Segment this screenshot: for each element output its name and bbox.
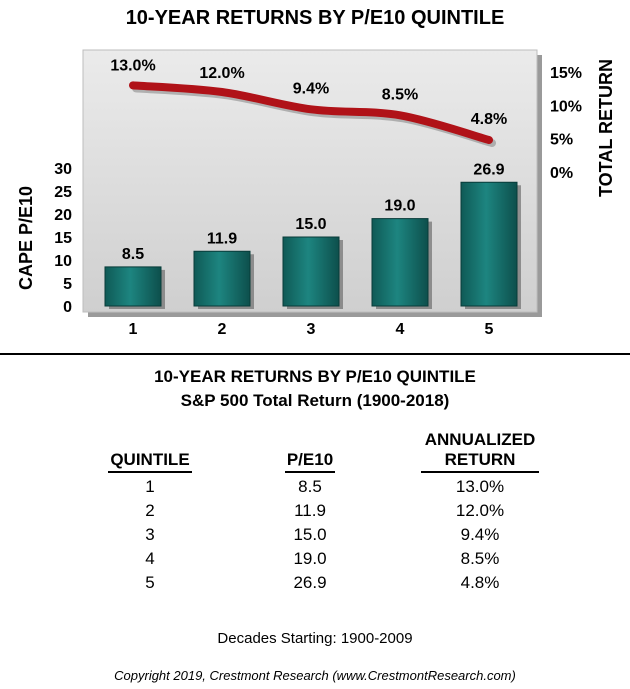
y-tick-label: 25 <box>54 184 72 201</box>
cell-pe10: 15.0 <box>293 525 327 544</box>
header-return: RETURN <box>420 450 540 473</box>
bar-2 <box>193 250 251 307</box>
y-axis-title: CAPE P/E10 <box>16 186 36 290</box>
bar-4 <box>371 218 429 307</box>
line-value-label: 9.4% <box>293 80 329 97</box>
y2-tick-label: 10% <box>550 98 582 115</box>
table-row: 3 15.0 9.4% <box>0 523 630 547</box>
y-tick-label: 0 <box>63 299 72 316</box>
x-tick-label: 4 <box>396 321 405 338</box>
x-tick-label: 3 <box>307 321 316 338</box>
y2-tick-label: 0% <box>550 165 573 182</box>
cell-pe10: 19.0 <box>293 549 327 568</box>
line-value-label: 8.5% <box>382 86 418 103</box>
chart-title: 10-YEAR RETURNS BY P/E10 QUINTILE <box>126 7 505 29</box>
header-pe10: P/E10 <box>284 450 336 473</box>
y-tick-label: 20 <box>54 207 72 224</box>
line-value-label: 12.0% <box>199 65 244 82</box>
bar-value-label: 8.5 <box>122 246 144 263</box>
table-title: 10-YEAR RETURNS BY P/E10 QUINTILE <box>154 367 476 386</box>
bar-value-label: 11.9 <box>207 230 237 247</box>
table-row: 1 8.5 13.0% <box>0 475 630 499</box>
y-tick-label: 5 <box>63 276 72 293</box>
y2-axis-title: TOTAL RETURN <box>596 59 616 197</box>
bar-value-label: 26.9 <box>473 161 504 178</box>
header-annualized: ANNUALIZED <box>424 430 536 449</box>
y-tick-label: 30 <box>54 161 72 178</box>
cell-pe10: 11.9 <box>294 501 326 520</box>
footnote: Decades Starting: 1900-2009 <box>217 630 413 647</box>
cell-return: 4.8% <box>460 573 500 592</box>
table-row: 5 26.9 4.8% <box>0 571 630 595</box>
cell-return: 12.0% <box>455 501 505 520</box>
cell-return: 8.5% <box>460 549 500 568</box>
line-value-label: 4.8% <box>471 111 507 128</box>
bar-value-label: 15.0 <box>295 216 326 233</box>
section-divider <box>0 353 630 355</box>
cell-quintile: 3 <box>145 525 155 544</box>
line-value-label: 13.0% <box>110 57 155 74</box>
table-subtitle: S&P 500 Total Return (1900-2018) <box>180 391 450 410</box>
table-row: 2 11.9 12.0% <box>0 499 630 523</box>
cell-pe10: 26.9 <box>293 573 327 592</box>
copyright: Copyright 2019, Crestmont Research (www.… <box>114 668 516 683</box>
bar-5 <box>460 181 518 307</box>
cell-quintile: 1 <box>145 477 155 496</box>
cell-quintile: 2 <box>145 501 155 520</box>
x-tick-label: 1 <box>129 321 138 338</box>
table-row: 4 19.0 8.5% <box>0 547 630 571</box>
cell-quintile: 5 <box>145 573 155 592</box>
cell-pe10: 8.5 <box>298 477 322 496</box>
cell-quintile: 4 <box>145 549 155 568</box>
return-line <box>129 81 493 144</box>
y-tick-label: 15 <box>54 230 72 247</box>
cell-return: 13.0% <box>455 477 505 496</box>
x-tick-label: 5 <box>485 321 494 338</box>
bar-3 <box>282 236 340 307</box>
pe10-returns-chart: 10-YEAR RETURNS BY P/E10 QUINTILE 8.5 11.… <box>16 7 616 338</box>
table-header-row: QUINTILE P/E10 ANNUALIZED RETURN <box>0 430 630 475</box>
y2-tick-label: 5% <box>550 132 573 149</box>
x-tick-label: 2 <box>218 321 227 338</box>
cell-return: 9.4% <box>460 525 500 544</box>
bar-1 <box>104 266 162 307</box>
header-quintile: QUINTILE <box>108 450 192 473</box>
y-tick-label: 10 <box>54 253 72 270</box>
y2-tick-label: 15% <box>550 65 582 82</box>
quintile-table: QUINTILE P/E10 ANNUALIZED RETURN 1 8.5 13.… <box>0 430 630 595</box>
bar-value-label: 19.0 <box>384 198 415 215</box>
